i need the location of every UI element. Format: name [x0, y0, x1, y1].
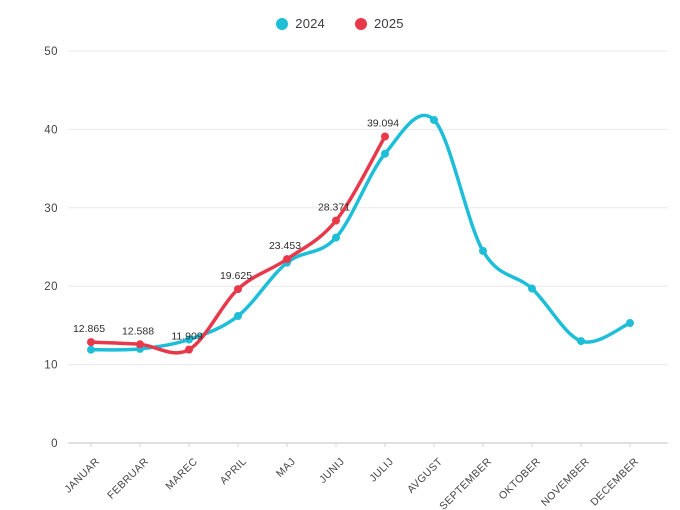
legend-item-2025[interactable]: 2025: [355, 16, 404, 31]
data-point-2024[interactable]: [430, 115, 438, 124]
y-axis-label: 0: [51, 438, 58, 450]
x-axis-label: JULIJ: [367, 456, 396, 485]
data-point-2025[interactable]: [185, 345, 193, 354]
x-axis-label: MAJ: [274, 456, 298, 480]
x-axis-label: DECEMBER: [588, 456, 641, 509]
point-label: 39.094: [367, 118, 399, 130]
x-axis-label: AVGUST: [405, 456, 445, 496]
data-point-2024[interactable]: [87, 345, 95, 354]
x-axis-label: SEPTEMBER: [437, 456, 494, 510]
legend-item-2024[interactable]: 2024: [276, 16, 325, 31]
data-point-2025[interactable]: [136, 340, 144, 349]
x-axis-label: MAREC: [163, 456, 200, 493]
y-axis-label: 40: [44, 124, 58, 136]
data-point-2025[interactable]: [381, 132, 389, 141]
data-point-2024[interactable]: [528, 284, 536, 293]
legend-dot-2025-icon: [355, 17, 367, 30]
series-line-2024: [89, 113, 632, 352]
point-label: 12.588: [122, 325, 154, 337]
chart-legend: 2024 2025: [0, 16, 680, 31]
data-point-2024[interactable]: [577, 337, 585, 346]
x-axis-label: JUNIJ: [317, 456, 347, 486]
y-axis-label: 30: [44, 203, 58, 215]
data-point-2024[interactable]: [479, 246, 487, 255]
data-point-2024[interactable]: [626, 319, 634, 328]
x-axis-label: APRIL: [218, 456, 249, 487]
series-line-2025: [89, 134, 387, 355]
y-axis-label: 50: [44, 46, 58, 58]
data-point-2024[interactable]: [234, 311, 242, 320]
data-point-2024[interactable]: [332, 233, 340, 242]
y-axis-label: 10: [44, 360, 58, 372]
data-point-2024[interactable]: [185, 335, 193, 344]
y-axis-label: 20: [44, 281, 58, 293]
x-axis-label: JANUAR: [62, 456, 102, 496]
point-label: 23.453: [269, 240, 301, 252]
point-label: 12.865: [73, 323, 105, 335]
x-axis-label: FEBRUAR: [105, 456, 151, 502]
data-point-2025[interactable]: [234, 285, 242, 294]
point-label: 11.909: [171, 331, 202, 343]
point-label: 28.371: [318, 202, 350, 214]
data-point-2025[interactable]: [87, 338, 95, 347]
data-point-2024[interactable]: [381, 149, 389, 158]
x-axis-label: NOVEMBER: [539, 456, 592, 509]
x-axis-label: OKTOBER: [496, 456, 543, 503]
legend-label-2024: 2024: [295, 16, 325, 31]
point-label: 19.625: [220, 270, 252, 282]
data-point-2025[interactable]: [332, 216, 340, 225]
legend-dot-2024-icon: [276, 17, 289, 30]
legend-label-2025: 2025: [374, 16, 404, 31]
data-point-2025[interactable]: [283, 255, 291, 264]
